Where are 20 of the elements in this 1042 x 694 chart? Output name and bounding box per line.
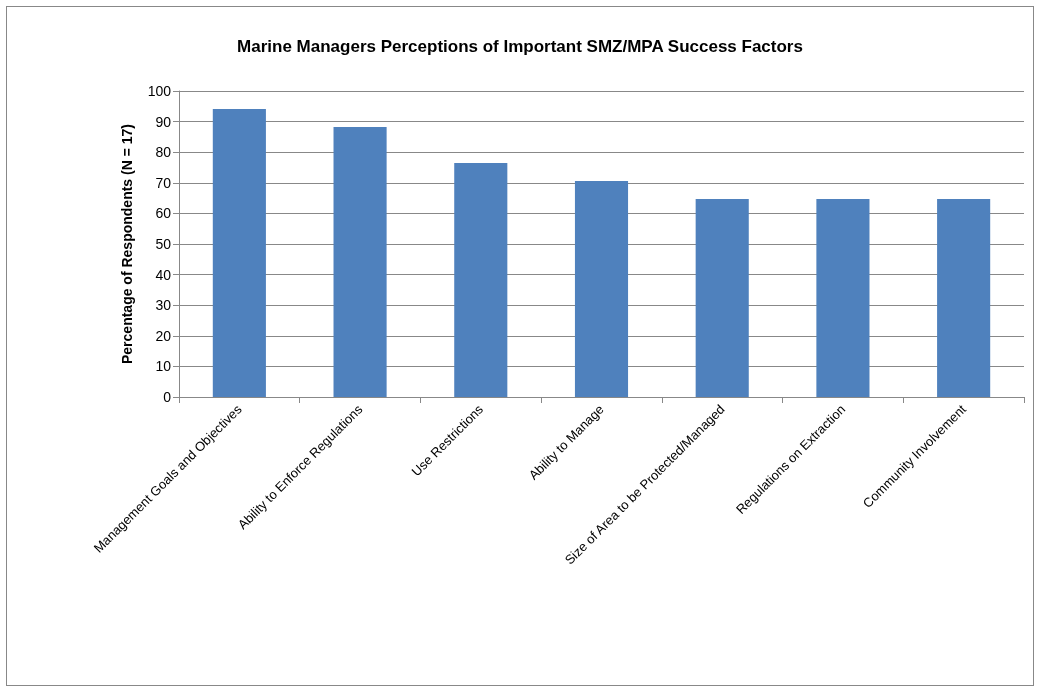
- y-tick-label: 30: [155, 297, 172, 314]
- y-tick-label: 10: [155, 358, 172, 375]
- bar: [454, 162, 508, 397]
- bar: [212, 109, 266, 397]
- bar: [574, 180, 629, 397]
- bar: [937, 199, 991, 397]
- bar: [333, 127, 387, 397]
- y-tick-label: 90: [155, 113, 172, 130]
- y-tick-label: 70: [155, 174, 172, 191]
- y-tick-label: 60: [155, 205, 172, 222]
- y-tick-label: 100: [147, 83, 172, 99]
- y-axis-title: Percentage of Respondents (N = 17): [119, 123, 135, 365]
- y-tick-label: 40: [155, 266, 172, 283]
- y-tick-label: 50: [155, 236, 172, 252]
- y-tick-label: 80: [155, 144, 172, 161]
- y-tick-label: 20: [155, 327, 172, 344]
- y-tick-label: 0: [163, 389, 172, 405]
- bar: [695, 199, 749, 397]
- bar: [816, 199, 870, 397]
- chart-title: Marine Managers Perceptions of Important SMZ/MPA Success Factors: [237, 37, 803, 56]
